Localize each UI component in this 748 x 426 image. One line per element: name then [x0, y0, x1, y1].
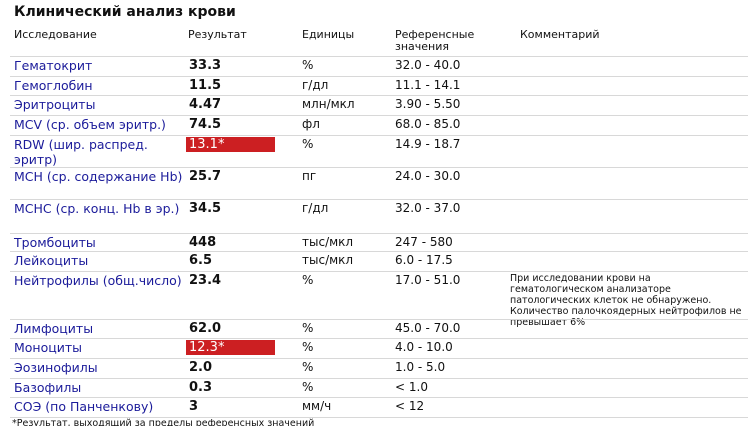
result: 12.3* — [186, 340, 275, 355]
test-name: СОЭ (по Панченкову) — [14, 399, 154, 414]
result: 25.7 — [189, 169, 222, 184]
units: тыс/мкл — [302, 235, 354, 249]
result: 13.1* — [186, 137, 275, 152]
footnote: *Результат, выходящий за пределы референ… — [12, 418, 315, 426]
test-name: MCH (ср. содержание Hb) — [14, 169, 183, 184]
units: % — [302, 321, 314, 335]
row-divider — [10, 319, 748, 320]
row-divider — [10, 417, 748, 418]
row-divider — [10, 167, 748, 168]
result: 0.3 — [189, 380, 213, 395]
units: % — [302, 340, 314, 354]
column-header: Комментарий — [520, 28, 600, 41]
units: % — [302, 380, 314, 394]
row-divider — [10, 271, 748, 272]
units: мм/ч — [302, 399, 332, 413]
row-divider — [10, 378, 748, 379]
test-name: Гемоглобин — [14, 78, 93, 93]
result: 34.5 — [189, 201, 222, 216]
result: 74.5 — [189, 117, 222, 132]
test-name: RDW (шир. распред. эритр) — [14, 137, 148, 167]
units: пг — [302, 169, 317, 183]
test-name: Эритроциты — [14, 97, 96, 112]
column-header: Референсные значения — [395, 28, 475, 53]
units: % — [302, 273, 314, 287]
reference: < 1.0 — [395, 380, 428, 394]
row-divider — [10, 233, 748, 234]
comment: При исследовании крови на гематологическ… — [510, 273, 742, 328]
reference: 24.0 - 30.0 — [395, 169, 461, 183]
result: 6.5 — [189, 253, 213, 268]
row-divider — [10, 76, 748, 77]
result: 2.0 — [189, 360, 213, 375]
result: 11.5 — [189, 78, 222, 93]
row-divider — [10, 95, 748, 96]
row-divider — [10, 115, 748, 116]
row-divider — [10, 338, 748, 339]
reference: 4.0 - 10.0 — [395, 340, 453, 354]
result: 448 — [189, 235, 217, 250]
reference: 68.0 - 85.0 — [395, 117, 461, 131]
reference: 32.0 - 37.0 — [395, 201, 461, 215]
column-header: Исследование — [14, 28, 97, 41]
units: % — [302, 137, 314, 151]
test-name: Эозинофилы — [14, 360, 98, 375]
result: 33.3 — [189, 58, 222, 73]
row-divider — [10, 251, 748, 252]
units: % — [302, 58, 314, 72]
test-name: Лимфоциты — [14, 321, 94, 336]
row-divider — [10, 56, 748, 57]
test-name: Тромбоциты — [14, 235, 96, 250]
units: фл — [302, 117, 320, 131]
test-name: Гематокрит — [14, 58, 93, 73]
test-name: Лейкоциты — [14, 253, 89, 268]
reference: 247 - 580 — [395, 235, 453, 249]
test-name: MCHC (ср. конц. Hb в эр.) — [14, 201, 180, 216]
reference: 11.1 - 14.1 — [395, 78, 461, 92]
result: 62.0 — [189, 321, 222, 336]
column-header: Единицы — [302, 28, 355, 41]
result: 23.4 — [189, 273, 222, 288]
reference: 1.0 - 5.0 — [395, 360, 446, 374]
units: г/дл — [302, 201, 329, 215]
reference: < 12 — [395, 399, 425, 413]
reference: 14.9 - 18.7 — [395, 137, 461, 151]
units: г/дл — [302, 78, 329, 92]
result: 3 — [189, 399, 199, 414]
row-divider — [10, 397, 748, 398]
reference: 3.90 - 5.50 — [395, 97, 461, 111]
result: 4.47 — [189, 97, 222, 112]
units: млн/мкл — [302, 97, 355, 111]
reference: 17.0 - 51.0 — [395, 273, 461, 287]
column-header: Результат — [188, 28, 247, 41]
reference: 32.0 - 40.0 — [395, 58, 461, 72]
units: тыс/мкл — [302, 253, 354, 267]
title: Клинический анализ крови — [14, 4, 236, 20]
row-divider — [10, 135, 748, 136]
reference: 6.0 - 17.5 — [395, 253, 453, 267]
units: % — [302, 360, 314, 374]
test-name: Нейтрофилы (общ.число) — [14, 273, 182, 288]
test-name: Моноциты — [14, 340, 83, 355]
test-name: Базофилы — [14, 380, 82, 395]
test-name: MCV (ср. объем эритр.) — [14, 117, 166, 132]
row-divider — [10, 358, 748, 359]
row-divider — [10, 199, 748, 200]
reference: 45.0 - 70.0 — [395, 321, 461, 335]
